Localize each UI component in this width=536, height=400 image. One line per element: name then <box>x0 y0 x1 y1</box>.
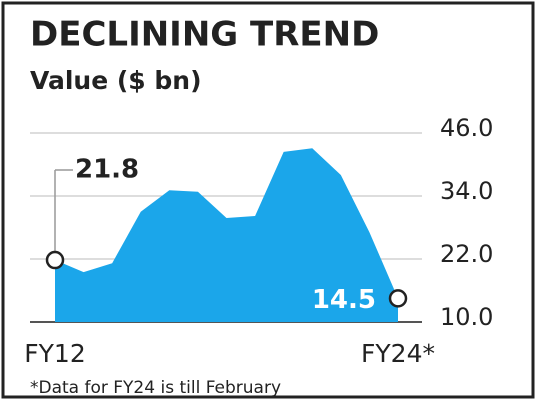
chart-subtitle: Value ($ bn) <box>30 66 202 95</box>
x-tick-label: FY12 <box>24 339 85 368</box>
x-tick-label: FY24* <box>361 339 435 368</box>
area <box>55 148 398 322</box>
point-marker <box>388 289 408 308</box>
data-label: 14.5 <box>312 285 376 315</box>
y-tick-label: 10.0 <box>440 303 493 331</box>
y-tick-label: 34.0 <box>440 177 493 205</box>
point-marker <box>45 250 65 270</box>
chart-title: DECLINING TREND <box>30 15 379 55</box>
data-label: 21.8 <box>75 155 139 185</box>
y-tick-label: 22.0 <box>440 240 493 268</box>
y-tick-label: 46.0 <box>440 114 493 142</box>
footnote: *Data for FY24 is till February <box>30 378 281 398</box>
